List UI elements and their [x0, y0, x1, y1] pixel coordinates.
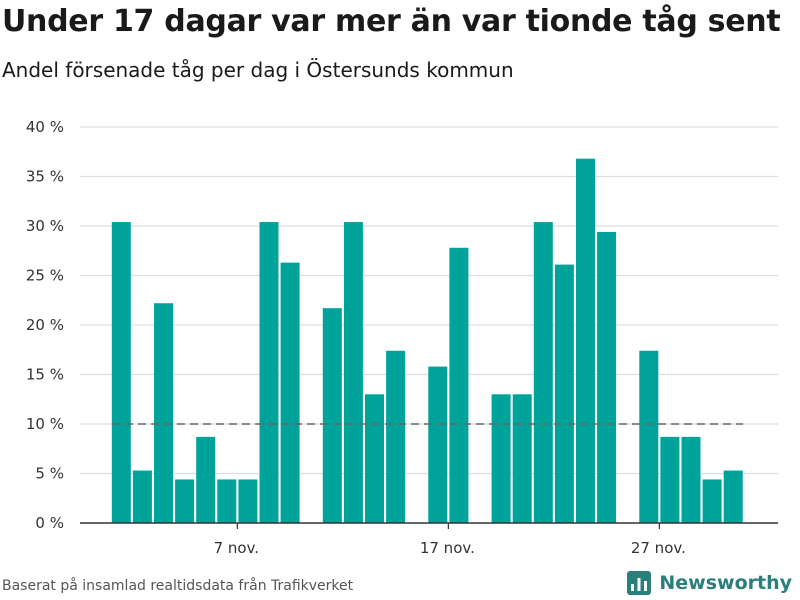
y-tick-label: 15 % [26, 366, 64, 384]
source-note: Baserat på insamlad realtidsdata från Tr… [2, 578, 354, 594]
y-tick-label: 5 % [35, 465, 64, 483]
chart-subtitle: Andel försenade tåg per dag i Östersunds… [2, 58, 514, 82]
bar [154, 303, 173, 523]
x-tick-label: 17 nov. [420, 539, 475, 557]
y-tick-label: 40 % [26, 118, 64, 136]
bar [365, 394, 384, 523]
bar [196, 436, 216, 523]
y-tick-label: 10 % [26, 415, 64, 433]
bar [702, 479, 722, 523]
bar [132, 470, 152, 523]
bar [280, 262, 300, 523]
y-tick-label: 35 % [26, 168, 64, 186]
bar [533, 222, 553, 524]
bar [322, 308, 342, 523]
bar [723, 470, 743, 523]
bar [554, 264, 574, 523]
x-tick-label: 7 nov. [214, 539, 259, 557]
bar [343, 222, 363, 524]
bar [217, 479, 237, 523]
bar [576, 158, 595, 523]
y-tick-label: 20 % [26, 316, 64, 334]
bar [449, 247, 469, 523]
brand-name: Newsworthy [659, 572, 792, 594]
bar [175, 479, 195, 523]
bar [428, 366, 448, 523]
bar [386, 350, 406, 523]
y-tick-label: 25 % [26, 267, 64, 285]
bar [491, 394, 511, 523]
chart-title: Under 17 dagar var mer än var tionde tåg… [2, 4, 781, 39]
y-tick-label: 0 % [35, 514, 64, 532]
bar [259, 222, 279, 524]
bar [238, 479, 258, 523]
y-tick-label: 30 % [26, 217, 64, 235]
bar-chart-icon [627, 571, 652, 595]
bar [660, 436, 680, 523]
bar [512, 394, 532, 523]
x-tick-label: 27 nov. [631, 539, 686, 557]
bar [681, 436, 701, 523]
bar [597, 231, 617, 523]
bar [639, 350, 659, 523]
newsworthy-logo: Newsworthy [627, 568, 792, 598]
bar [111, 222, 131, 524]
